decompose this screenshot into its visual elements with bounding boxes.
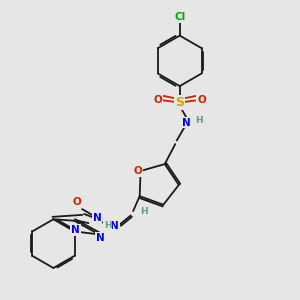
Text: O: O (73, 197, 82, 207)
Text: N: N (110, 221, 119, 232)
Text: O: O (133, 166, 142, 176)
Text: N: N (92, 213, 101, 224)
Text: H: H (104, 221, 111, 230)
Text: Cl: Cl (174, 12, 185, 22)
Text: N: N (71, 225, 80, 235)
Text: N: N (96, 233, 104, 243)
Text: O: O (197, 95, 206, 105)
Text: H: H (140, 206, 148, 215)
Text: S: S (175, 96, 184, 109)
Text: O: O (154, 95, 162, 105)
Text: N: N (182, 118, 191, 128)
Text: H: H (195, 116, 202, 125)
